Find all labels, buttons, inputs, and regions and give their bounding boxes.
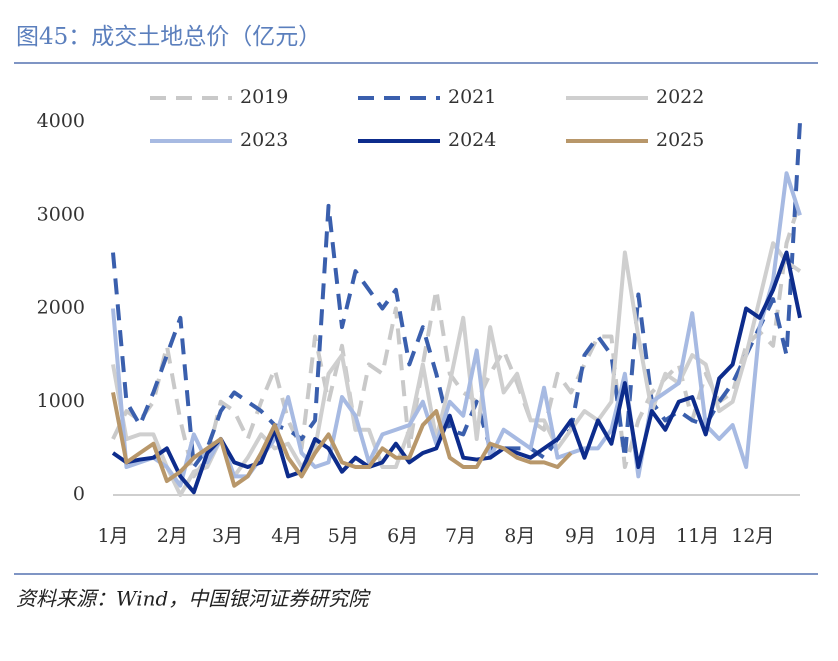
y-tick-label: 2000 bbox=[37, 297, 85, 319]
x-tick-label: 2月 bbox=[157, 525, 188, 547]
legend-label: 2022 bbox=[656, 86, 704, 108]
legend-label: 2019 bbox=[240, 86, 288, 108]
x-tick-label: 3月 bbox=[212, 525, 243, 547]
plot: 0 1000 2000 3000 4000 1月 2月 3月 4月 5月 6月 7月 8月 9月 10月 11… bbox=[37, 86, 802, 547]
series-line bbox=[111, 250, 802, 495]
legend-label: 2021 bbox=[448, 86, 496, 108]
title: 图45：成交土地总价（亿元） bbox=[16, 24, 321, 50]
series-line bbox=[111, 200, 802, 479]
source: 资料来源：Wind，中国银河证券研究院 bbox=[16, 587, 371, 611]
x-tick-label: 4月 bbox=[271, 525, 302, 547]
x-tick-label: 1月 bbox=[97, 525, 128, 547]
y-tick-label: 0 bbox=[73, 483, 85, 505]
x-tick-label: 11月 bbox=[676, 525, 719, 547]
legend-label: 2024 bbox=[448, 129, 496, 151]
x-tick-label: 7月 bbox=[445, 525, 476, 547]
x-tick-label: 5月 bbox=[328, 525, 359, 547]
legend-label: 2023 bbox=[240, 129, 288, 151]
series-line bbox=[111, 241, 802, 497]
x-tick-label: 10月 bbox=[614, 525, 657, 547]
x-tick-label: 9月 bbox=[565, 525, 596, 547]
x-tick-label: 6月 bbox=[387, 525, 418, 547]
y-tick-label: 3000 bbox=[37, 203, 85, 225]
y-tick-label: 1000 bbox=[37, 390, 85, 412]
series-line bbox=[111, 121, 802, 470]
x-tick-label: 8月 bbox=[504, 525, 535, 547]
legend-label: 2025 bbox=[656, 129, 704, 151]
series-line bbox=[111, 392, 573, 488]
y-tick-label: 4000 bbox=[37, 110, 85, 132]
x-tick-label: 12月 bbox=[731, 525, 774, 547]
